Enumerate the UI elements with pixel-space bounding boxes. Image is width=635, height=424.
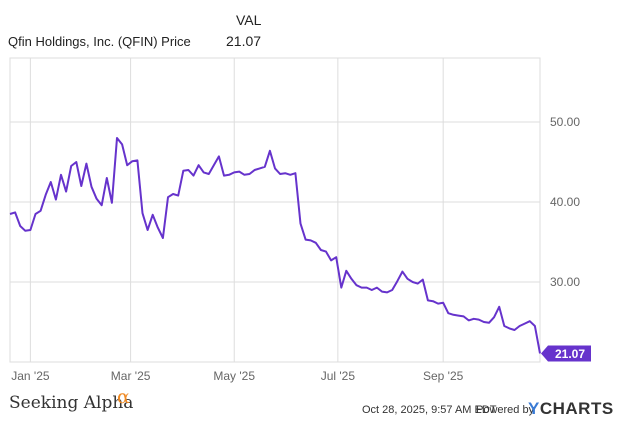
axis-layer: 30.00 40.00 50.00 Jan '25 Mar '25 May '25 Jul …	[11, 115, 580, 383]
series-name-label: Qfin Holdings, Inc. (QFIN) Price	[8, 34, 191, 49]
y-tick-label: 40.00	[550, 195, 580, 209]
y-tick-label: 30.00	[550, 275, 580, 289]
plot-frame	[9, 57, 541, 363]
grid-layer	[9, 57, 541, 363]
price-series-line	[9, 137, 541, 354]
last-value-badge	[541, 345, 591, 362]
x-tick-label: Jan '25	[11, 369, 50, 383]
footer-timestamp: Oct 28, 2025, 9:57 AM EDT	[362, 404, 497, 416]
last-value-badge-layer: 21.07	[541, 345, 591, 362]
ycharts-logo-text: CHARTS	[539, 399, 614, 418]
seeking-alpha-logo-text: Seeking Alpha	[9, 393, 134, 413]
x-tick-label: Sep '25	[423, 369, 464, 383]
seeking-alpha-symbol-icon: α	[117, 386, 130, 408]
last-value-label: 21.07	[555, 347, 585, 361]
value-column-header: VAL	[236, 12, 262, 28]
y-tick-label: 50.00	[550, 115, 580, 129]
series-line-layer	[9, 137, 541, 354]
x-tick-label: Mar '25	[111, 369, 151, 383]
x-tick-label: Jul '25	[321, 369, 356, 383]
footer-powered-by: Powered by	[476, 404, 535, 416]
series-current-value: 21.07	[226, 33, 262, 49]
ycharts-logo-y: Y	[528, 399, 540, 418]
x-tick-label: May '25	[213, 369, 255, 383]
ycharts-logo: YCHARTS	[528, 399, 614, 419]
